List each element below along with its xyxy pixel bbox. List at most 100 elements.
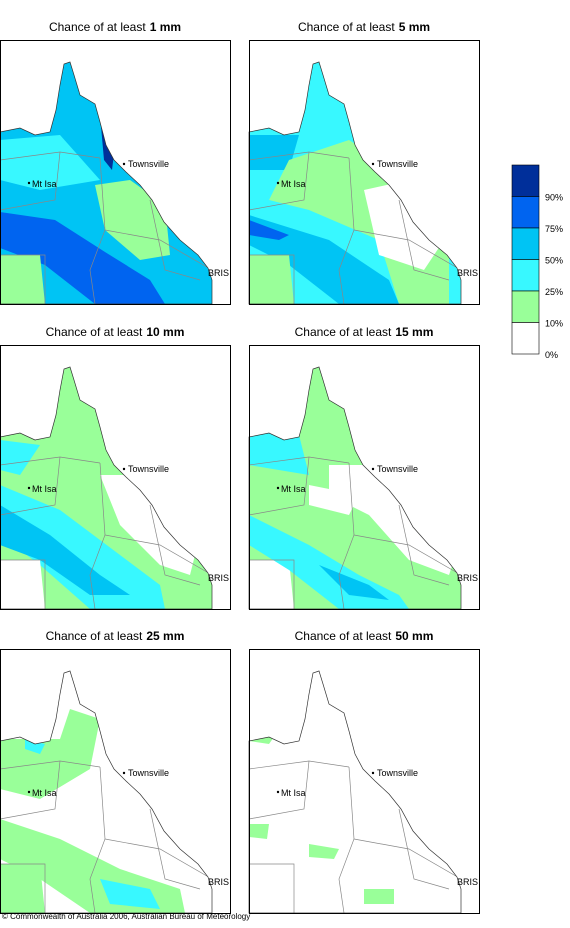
title-amount: 5 mm: [399, 20, 430, 34]
panel-title: Chance of at least 10 mm: [46, 325, 185, 339]
coastline: [248, 366, 462, 610]
rain-area: [319, 565, 389, 600]
border: [338, 462, 355, 609]
rain-area: [100, 475, 200, 575]
place-dot: [27, 181, 31, 185]
rain-area: [0, 440, 40, 475]
frame: [249, 345, 480, 610]
rain-area: [364, 889, 394, 904]
border: [249, 559, 295, 609]
rain-area: [329, 465, 459, 575]
border: [353, 229, 461, 271]
border: [0, 559, 46, 609]
place-label: Mt Isa: [281, 788, 306, 798]
place-label: Townsville: [377, 768, 418, 778]
legend-swatch: [511, 196, 540, 229]
place-dot: [371, 771, 375, 775]
title-text: Chance of at least: [49, 20, 146, 34]
place-label: BRIS: [457, 268, 478, 278]
border: [104, 838, 212, 880]
border: [249, 456, 310, 516]
rain-layers: [0, 62, 212, 304]
border: [149, 808, 201, 890]
place-dot: [27, 486, 31, 490]
place-label: Mt Isa: [32, 484, 57, 494]
border: [89, 157, 106, 304]
rain-area: [0, 255, 45, 304]
rain-area: [0, 135, 100, 190]
rain-area: [0, 709, 100, 799]
border: [89, 462, 106, 609]
place-label: Mt Isa: [32, 179, 57, 189]
rain-area: [0, 212, 165, 304]
legend: 90% 75% 50% 25% 10% 0%: [511, 164, 563, 360]
place-dot: [276, 181, 280, 185]
map: Townsville Mt Isa BRIS: [0, 649, 231, 914]
panel-title: Chance of at least 1 mm: [49, 20, 181, 34]
border: [249, 254, 295, 304]
rain-area: [249, 560, 294, 609]
title-amount: 15 mm: [395, 325, 433, 339]
rain-layers: [249, 62, 461, 304]
legend-label: 25%: [545, 287, 563, 297]
coastline: [0, 61, 213, 305]
rain-area: [100, 879, 160, 909]
legend-label: 75%: [545, 224, 563, 234]
border: [104, 534, 212, 576]
frame: [249, 40, 480, 305]
legend-label: 90%: [545, 193, 563, 203]
panel-title: Chance of at least 50 mm: [295, 629, 434, 643]
place-dot: [276, 486, 280, 490]
panel-title: Chance of at least 25 mm: [46, 629, 185, 643]
legend-label: 50%: [545, 256, 563, 266]
title-amount: 1 mm: [150, 20, 181, 34]
border: [398, 808, 450, 890]
border: [0, 863, 46, 913]
place-label: BRIS: [457, 573, 478, 583]
map: Townsville Mt Isa BRIS: [0, 345, 231, 610]
title-amount: 10 mm: [146, 325, 184, 339]
coastline: [248, 670, 462, 914]
legend-swatch: [511, 164, 540, 197]
place-label: Mt Isa: [281, 179, 306, 189]
place-dot: [276, 790, 280, 794]
place-label: BRIS: [208, 268, 229, 278]
rain-area: [249, 824, 269, 839]
rain-area: [309, 844, 339, 859]
coastline: [248, 61, 462, 305]
border: [249, 151, 310, 211]
border: [149, 504, 201, 586]
border: [249, 863, 295, 913]
panel-title: Chance of at least 5 mm: [298, 20, 430, 34]
place-label: Townsville: [128, 464, 169, 474]
rain-area: [249, 215, 399, 304]
place-dot: [122, 162, 126, 166]
legend-swatch: [511, 322, 540, 355]
map: Townsville Mt Isa BRIS: [248, 649, 480, 914]
border: [0, 254, 46, 304]
place-label: BRIS: [208, 573, 229, 583]
rain-area: [95, 180, 170, 260]
place-label: BRIS: [208, 877, 229, 887]
panel-title: Chance of at least 15 mm: [295, 325, 434, 339]
rain-area: [249, 135, 299, 170]
border: [0, 151, 61, 211]
place-dot: [371, 162, 375, 166]
place-label: Townsville: [377, 464, 418, 474]
border: [398, 504, 450, 586]
frame: [0, 345, 231, 610]
rain-layers: [0, 367, 212, 609]
legend-swatch: [511, 227, 540, 260]
border: [149, 199, 201, 281]
map: Townsville Mt Isa BRIS: [248, 40, 480, 305]
place-dot: [122, 467, 126, 471]
place-dot: [122, 771, 126, 775]
border: [353, 534, 461, 576]
border: [0, 760, 61, 820]
frame: [249, 649, 480, 914]
rain-area: [0, 560, 45, 609]
legend-swatch: [511, 290, 540, 323]
place-label: Townsville: [377, 159, 418, 169]
frame: [0, 649, 231, 914]
